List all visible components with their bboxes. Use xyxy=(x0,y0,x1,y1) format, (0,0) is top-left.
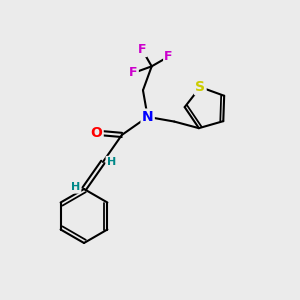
Text: N: N xyxy=(142,110,154,124)
Text: O: O xyxy=(91,126,102,140)
Text: F: F xyxy=(138,43,146,56)
Text: H: H xyxy=(107,157,116,167)
Text: S: S xyxy=(195,80,205,94)
Text: F: F xyxy=(129,67,138,80)
Text: F: F xyxy=(164,50,173,63)
Text: H: H xyxy=(71,182,80,193)
